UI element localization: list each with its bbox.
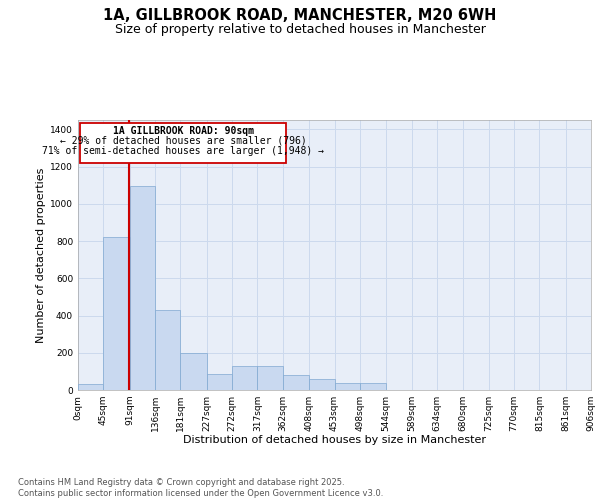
Bar — [78, 384, 103, 390]
Bar — [103, 238, 130, 390]
Bar — [155, 310, 181, 390]
Y-axis label: Number of detached properties: Number of detached properties — [36, 168, 46, 342]
Text: Size of property relative to detached houses in Manchester: Size of property relative to detached ho… — [115, 22, 485, 36]
X-axis label: Distribution of detached houses by size in Manchester: Distribution of detached houses by size … — [183, 436, 486, 446]
Text: 71% of semi-detached houses are larger (1,948) →: 71% of semi-detached houses are larger (… — [42, 146, 324, 156]
Bar — [309, 379, 335, 390]
Bar — [257, 366, 283, 390]
Text: Contains HM Land Registry data © Crown copyright and database right 2025.
Contai: Contains HM Land Registry data © Crown c… — [18, 478, 383, 498]
Text: ← 29% of detached houses are smaller (796): ← 29% of detached houses are smaller (79… — [59, 136, 307, 146]
Bar — [283, 375, 309, 390]
Bar — [335, 384, 360, 390]
Bar — [206, 374, 232, 390]
Text: 1A GILLBROOK ROAD: 90sqm: 1A GILLBROOK ROAD: 90sqm — [113, 126, 254, 136]
Bar — [181, 353, 206, 390]
Bar — [130, 186, 155, 390]
Bar — [232, 366, 257, 390]
Text: 1A, GILLBROOK ROAD, MANCHESTER, M20 6WH: 1A, GILLBROOK ROAD, MANCHESTER, M20 6WH — [103, 8, 497, 22]
Bar — [360, 384, 386, 390]
FancyBboxPatch shape — [80, 123, 286, 163]
